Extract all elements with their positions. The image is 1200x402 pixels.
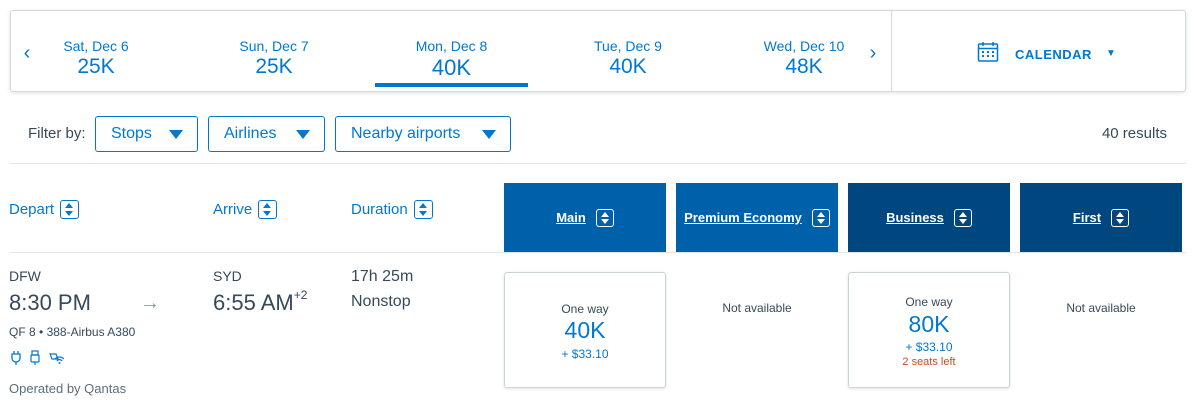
stops-filter-button[interactable]: Stops bbox=[95, 116, 198, 152]
date-label: Wed, Dec 10 bbox=[763, 38, 845, 54]
divider bbox=[891, 11, 892, 91]
cabin-header-main[interactable]: Main bbox=[504, 183, 666, 252]
power-outlet-icon bbox=[10, 350, 22, 365]
sort-icon bbox=[953, 208, 972, 227]
origin-airport: DFW bbox=[9, 268, 41, 284]
separator: • bbox=[39, 325, 44, 339]
flight-details: QF 8 • 388-Airbus A380 bbox=[9, 325, 135, 339]
fare-business-cell[interactable]: One way 80K + $33.10 2 seats left bbox=[848, 272, 1010, 388]
sort-icon bbox=[413, 200, 433, 219]
date-price: 25K bbox=[255, 55, 293, 78]
nearby-airports-filter-label: Nearby airports bbox=[351, 125, 461, 142]
amenities bbox=[10, 350, 64, 365]
date-price: 40K bbox=[431, 55, 472, 80]
destination-airport: SYD bbox=[213, 268, 242, 284]
stops-filter-label: Stops bbox=[111, 125, 152, 142]
fare-premium-economy-unavailable: Not available bbox=[722, 301, 792, 315]
sort-icon bbox=[1111, 208, 1130, 227]
previous-dates-arrow-icon[interactable]: ‹ bbox=[23, 42, 31, 64]
fare-type: One way bbox=[905, 295, 953, 309]
filter-by-label: Filter by: bbox=[28, 125, 86, 142]
sort-duration-header[interactable]: Duration bbox=[351, 200, 433, 219]
flight-number-link[interactable]: QF 8 bbox=[9, 325, 36, 339]
date-label: Mon, Dec 8 bbox=[415, 38, 488, 54]
date-label: Sat, Dec 6 bbox=[63, 38, 129, 54]
wifi-icon bbox=[48, 350, 64, 365]
sort-icon bbox=[811, 208, 830, 227]
sort-icon bbox=[595, 208, 614, 227]
fare-main-cell[interactable]: One way 40K + $33.10 bbox=[504, 272, 666, 388]
sort-icon bbox=[60, 200, 80, 219]
caret-down-icon bbox=[169, 130, 183, 139]
calendar-button[interactable]: CALENDAR ▼ bbox=[977, 41, 1116, 68]
date-selector-bar: ‹ Sat, Dec 6 25K Sun, Dec 7 25K Mon, Dec… bbox=[10, 10, 1186, 92]
date-option-sun-dec-7[interactable]: Sun, Dec 7 25K bbox=[209, 11, 339, 93]
date-price: 48K bbox=[785, 55, 823, 78]
aircraft-type-link[interactable]: 388-Airbus A380 bbox=[46, 325, 136, 339]
date-option-sat-dec-6[interactable]: Sat, Dec 6 25K bbox=[31, 11, 161, 93]
selected-underline bbox=[375, 83, 528, 87]
calendar-label: CALENDAR bbox=[1015, 46, 1092, 62]
cabin-label: Business bbox=[886, 210, 944, 225]
cabin-header-business[interactable]: Business bbox=[848, 183, 1010, 252]
cabin-header-first[interactable]: First bbox=[1020, 183, 1182, 252]
fare-tax: + $33.10 bbox=[561, 347, 609, 361]
seats-left-warning: 2 seats left bbox=[902, 356, 956, 368]
sort-icon bbox=[258, 200, 278, 219]
fare-miles: 40K bbox=[564, 317, 606, 343]
cabin-header-premium-economy[interactable]: Premium Economy bbox=[676, 183, 838, 252]
caret-down-icon bbox=[296, 130, 310, 139]
cabin-label: Premium Economy bbox=[684, 210, 802, 225]
date-price: 40K bbox=[609, 55, 647, 78]
divider bbox=[10, 252, 1186, 253]
sort-arrive-header[interactable]: Arrive bbox=[213, 200, 278, 219]
caret-down-icon bbox=[482, 130, 496, 139]
depart-header-label: Depart bbox=[9, 201, 55, 218]
operated-by: Operated by Qantas bbox=[9, 381, 127, 396]
sort-depart-header[interactable]: Depart bbox=[9, 200, 80, 219]
fare-miles: 80K bbox=[908, 311, 950, 337]
fare-type: One way bbox=[561, 302, 609, 316]
fare-first-unavailable: Not available bbox=[1066, 301, 1136, 315]
fare-tax: + $33.10 bbox=[905, 340, 953, 354]
airlines-filter-label: Airlines bbox=[224, 125, 277, 142]
cabin-label: First bbox=[1072, 210, 1102, 225]
date-price: 25K bbox=[77, 55, 115, 78]
results-count: 40 results bbox=[1101, 125, 1167, 142]
next-dates-arrow-icon[interactable]: › bbox=[869, 42, 877, 64]
arrive-time-group: 6:55 AM+2 bbox=[213, 288, 308, 316]
date-option-mon-dec-8[interactable]: Mon, Dec 8 40K bbox=[375, 11, 528, 93]
arrow-right-icon: → bbox=[140, 292, 160, 314]
usb-icon bbox=[29, 350, 41, 365]
stops-info: Nonstop bbox=[351, 293, 411, 310]
cabin-label: Main bbox=[556, 210, 586, 225]
calendar-icon bbox=[977, 41, 999, 68]
caret-down-icon: ▼ bbox=[1105, 47, 1116, 59]
divider bbox=[10, 163, 1186, 164]
day-offset: +2 bbox=[293, 288, 308, 302]
depart-time: 8:30 PM bbox=[9, 290, 91, 315]
date-label: Tue, Dec 9 bbox=[594, 38, 662, 54]
date-label: Sun, Dec 7 bbox=[239, 38, 309, 54]
date-option-wed-dec-10[interactable]: Wed, Dec 10 48K bbox=[739, 11, 869, 93]
arrive-header-label: Arrive bbox=[213, 201, 253, 218]
date-option-tue-dec-9[interactable]: Tue, Dec 9 40K bbox=[563, 11, 693, 93]
arrive-time: 6:55 AM bbox=[213, 290, 294, 315]
airlines-filter-button[interactable]: Airlines bbox=[208, 116, 325, 152]
flight-duration: 17h 25m bbox=[351, 268, 414, 285]
nearby-airports-filter-button[interactable]: Nearby airports bbox=[335, 116, 511, 152]
duration-header-label: Duration bbox=[351, 201, 408, 218]
